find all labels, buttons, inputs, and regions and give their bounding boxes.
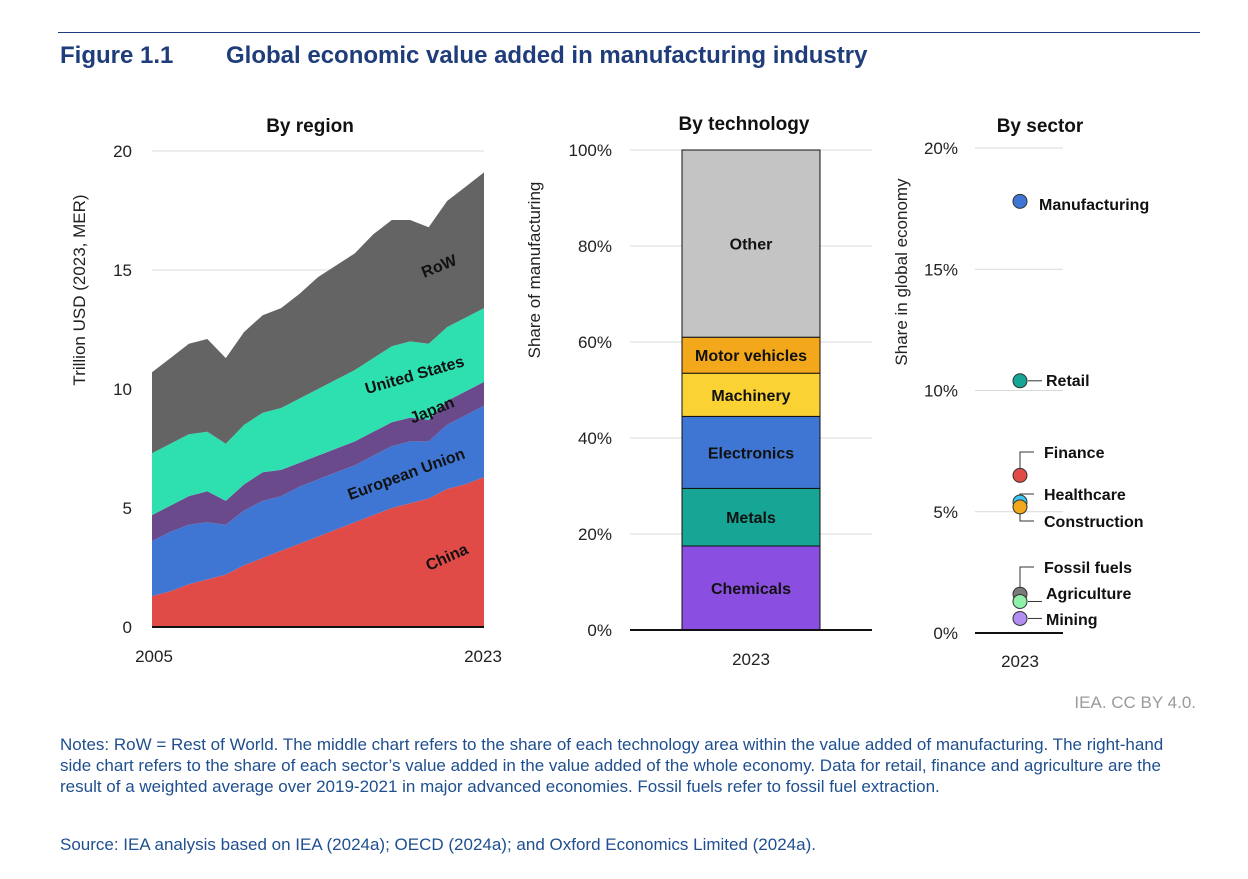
technology-y-tick-label: 80% <box>578 237 612 256</box>
point-label-agriculture: Agriculture <box>1046 586 1131 603</box>
region-y-tick-label: 15 <box>113 261 132 280</box>
sector-x-tick-label: 2023 <box>1001 652 1039 671</box>
figure-title-text: Global economic value added in manufactu… <box>226 42 868 69</box>
bar-label-machinery: Machinery <box>711 388 790 405</box>
point-mining <box>1012 610 1028 626</box>
area-series-japan <box>152 381 484 542</box>
region-x-tick-label: 2023 <box>464 647 502 666</box>
bar-label-electronics: Electronics <box>708 445 794 462</box>
bar-segment-motor-vehicles <box>681 336 821 374</box>
point-construction <box>1012 499 1028 515</box>
credit-text: IEA. CC BY 4.0. <box>1074 693 1196 712</box>
technology-y-tick-label: 40% <box>578 429 612 448</box>
bar-label-chemicals: Chemicals <box>711 581 791 598</box>
region-x-tick-label: 2005 <box>135 647 173 666</box>
sector-chart-title: By sector <box>997 116 1084 137</box>
sector-y-tick-label: 5% <box>933 503 958 522</box>
area-series-european-union <box>152 405 484 597</box>
bar-segment-machinery <box>681 372 821 417</box>
area-series-row <box>152 172 484 454</box>
sector-y-tick-label: 15% <box>924 260 958 279</box>
bar-label-other: Other <box>730 237 773 254</box>
region-y-axis-label: Trillion USD (2023, MER) <box>70 194 89 385</box>
bar-label-metals: Metals <box>726 510 776 527</box>
point-label-healthcare: Healthcare <box>1044 487 1126 504</box>
leader-line-finance <box>1019 451 1034 469</box>
area-series-united-states <box>152 308 484 516</box>
technology-y-tick-label: 100% <box>569 141 612 160</box>
leader-line-fossil-fuels <box>1019 566 1034 588</box>
bar-segment-metals <box>681 487 821 547</box>
sector-y-tick-label: 10% <box>924 382 958 401</box>
region-y-tick-label: 10 <box>113 380 132 399</box>
point-label-construction: Construction <box>1044 514 1144 531</box>
technology-chart-title: By technology <box>679 114 810 135</box>
point-label-mining: Mining <box>1046 612 1098 629</box>
technology-y-axis-label: Share of manufacturing <box>525 182 544 359</box>
point-label-manufacturing: Manufacturing <box>1039 197 1149 214</box>
region-chart-title: By region <box>266 116 354 137</box>
region-y-tick-label: 20 <box>113 142 132 161</box>
sector-y-axis-label: Share in global economy <box>892 178 911 366</box>
source-text: Source: IEA analysis based on IEA (2024a… <box>60 835 816 854</box>
point-finance <box>1012 467 1028 483</box>
technology-y-tick-label: 60% <box>578 333 612 352</box>
point-label-fossil-fuels: Fossil fuels <box>1044 560 1132 577</box>
point-agriculture <box>1012 593 1028 609</box>
bar-segment-electronics <box>681 415 821 489</box>
notes-text: Notes: RoW = Rest of World. The middle c… <box>60 735 1164 796</box>
bar-label-motor-vehicles: Motor vehicles <box>695 348 807 365</box>
region-y-tick-label: 0 <box>123 618 132 637</box>
point-manufacturing <box>1012 193 1028 209</box>
point-label-retail: Retail <box>1046 373 1090 390</box>
bar-segment-other <box>681 149 821 338</box>
point-label-finance: Finance <box>1044 445 1105 462</box>
technology-y-tick-label: 0% <box>587 621 612 640</box>
leader-line-construction <box>1019 513 1034 522</box>
sector-y-tick-label: 0% <box>933 624 958 643</box>
technology-x-tick-label: 2023 <box>732 650 770 669</box>
figure-label: Figure 1.1 <box>60 42 174 69</box>
area-series-china <box>152 477 484 627</box>
sector-y-tick-label: 20% <box>924 139 958 158</box>
region-y-tick-label: 5 <box>123 499 132 518</box>
figure-title: Figure 1.1 Global economic value added in… <box>60 42 867 70</box>
bar-segment-chemicals <box>681 545 821 631</box>
title-rule <box>58 32 1200 33</box>
point-retail <box>1012 373 1028 389</box>
technology-y-tick-label: 20% <box>578 525 612 544</box>
